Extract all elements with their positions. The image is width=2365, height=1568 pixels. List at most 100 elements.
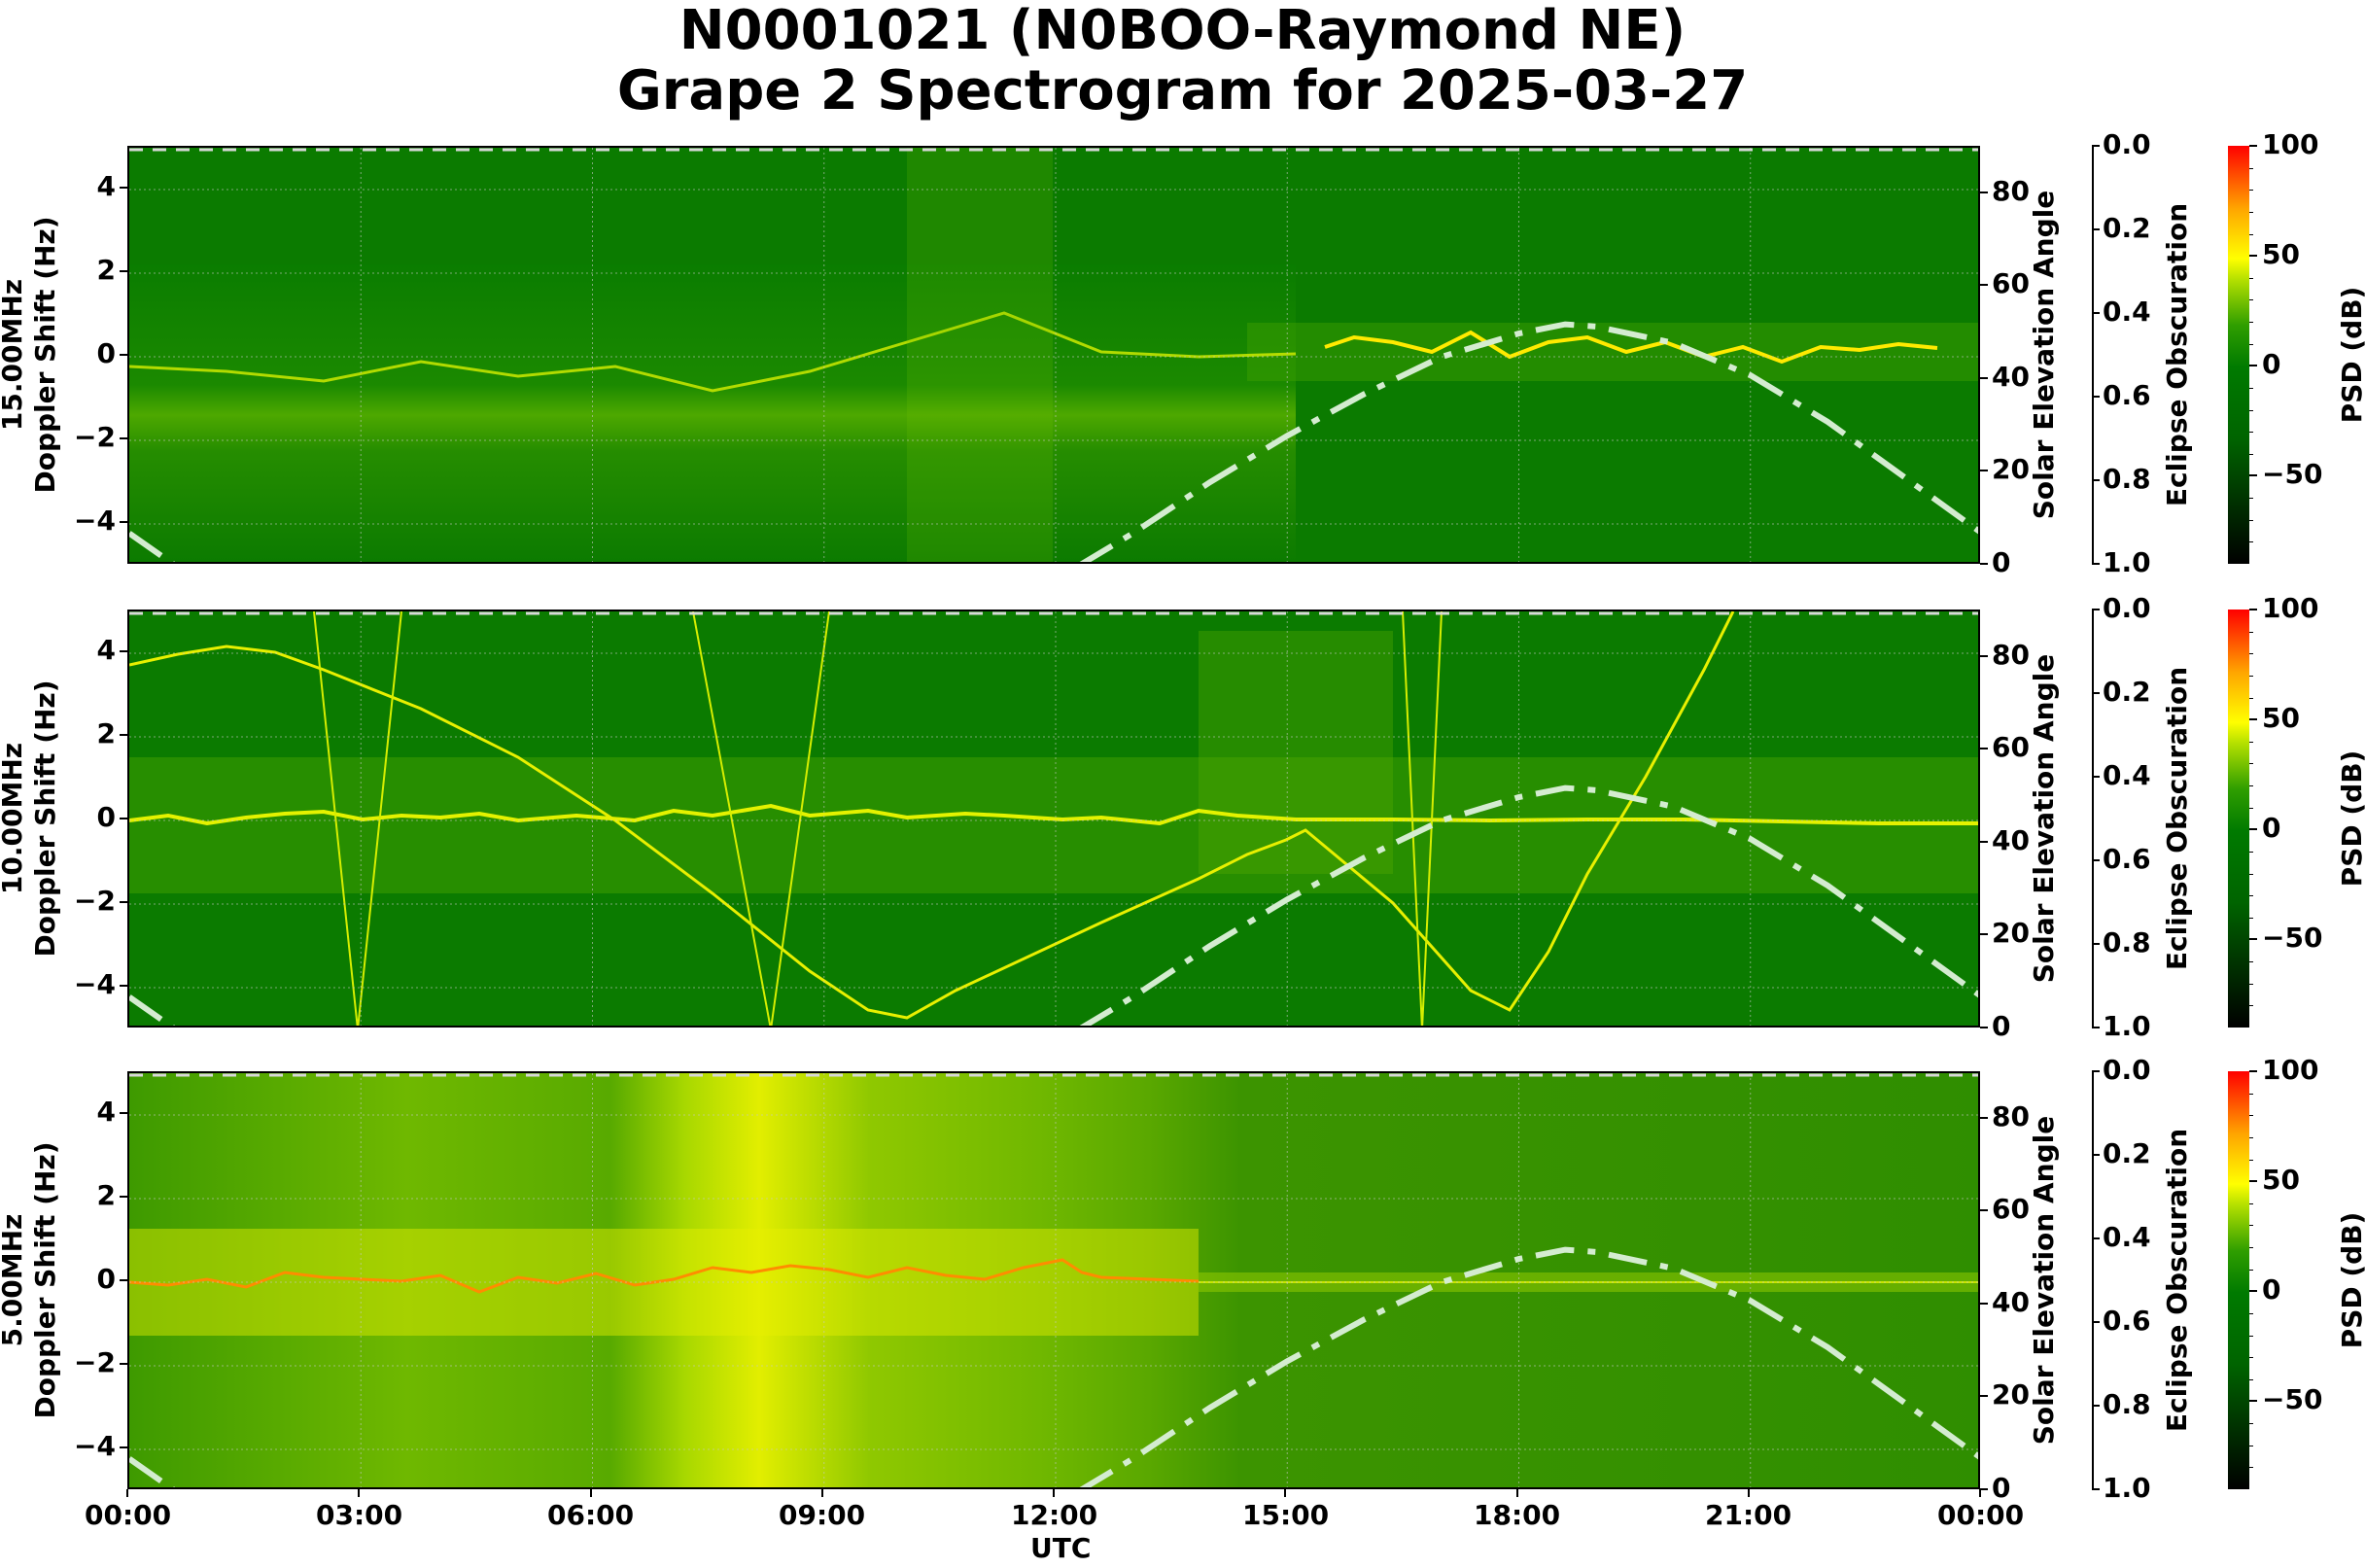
x-tick-mark [589,1489,592,1497]
x-tick: 06:00 [547,1499,635,1531]
eclipse-tick-label: 0.0 [2103,592,2151,624]
y-tick-mark [120,270,127,272]
colorbar-minor-tick [2249,432,2253,434]
eclipse-obscuration-label: Eclipse Obscuration [2161,202,2193,507]
colorbar-minor-tick [2249,453,2253,455]
solar-tick-mark [1980,563,1988,565]
solar-tick-label: 20 [1992,453,2030,486]
solar-tick-mark [1980,1302,1988,1305]
colorbar-minor-tick [2249,697,2253,699]
colorbar-minor-tick [2249,167,2253,169]
x-axis-label: UTC [1030,1532,1092,1564]
eclipse-tick-label: 0.4 [2103,296,2151,328]
chart-title-line2: Grape 2 Spectrogram for 2025-03-27 [616,59,1749,122]
y-tick-label: 2 [96,254,116,286]
colorbar-tick-label: 100 [2262,592,2319,624]
solar-tick-mark [1980,1027,1988,1028]
x-tick-mark [1053,1489,1055,1497]
colorbar-tick-label: 0 [2262,1273,2281,1307]
y-tick-mark [120,1446,127,1448]
colorbar-tick-label: 50 [2262,1164,2300,1197]
colorbar-minor-tick [2249,653,2253,655]
colorbar-minor-tick [2249,675,2253,677]
colorbar-minor-tick [2249,1269,2253,1271]
colorbar-minor-tick [2249,917,2253,919]
y-tick-label: 4 [96,170,116,202]
colorbar-minor-tick [2249,1247,2253,1249]
eclipse-tick-label: 0.4 [2103,759,2151,791]
solar-tick-label: 0 [1992,1010,2011,1042]
colorbar-minor-tick [2249,1335,2253,1337]
colorbar-minor-tick [2249,190,2253,192]
solar-tick-label: 40 [1992,823,2030,856]
solar-tick-mark [1980,191,1988,193]
solar-tick-mark [1980,654,1988,657]
x-tick: 00:00 [85,1499,172,1531]
eclipse-tick-label: 0.0 [2103,1054,2151,1086]
y-tick-mark [120,187,127,189]
eclipse-tick-label: 0.8 [2103,463,2151,495]
solar-tick-mark [1980,933,1988,936]
colorbar-tick-mark [2249,1070,2257,1072]
spectrogram-panel-5mhz [127,1071,1980,1489]
y-tick-mark [120,354,127,356]
doppler-label: Doppler Shift (Hz) [29,216,61,494]
colorbar-minor-tick [2249,1357,2253,1359]
frequency-label: 15.00MHz [0,278,28,432]
x-tick: 21:00 [1705,1499,1792,1531]
colorbar-tick-mark [2249,609,2257,610]
colorbar-tick-label: −50 [2262,922,2323,955]
eclipse-axis-line [2092,1071,2094,1489]
x-tick: 12:00 [1011,1499,1098,1531]
doppler-axis-label: 10.00MHz Doppler Shift (Hz) [0,610,62,1028]
frequency-label: 5.00MHz [0,1213,28,1347]
eclipse-tick-label: 1.0 [2103,1472,2151,1504]
x-tick-mark [1515,1489,1518,1497]
solar-tick-label: 60 [1992,267,2030,300]
y-tick-label: −2 [74,1346,116,1378]
solar-tick-label: 80 [1992,638,2030,671]
colorbar-minor-tick [2249,1467,2253,1469]
frequency-label: 10.00MHz [0,742,28,895]
y-tick-label: 4 [96,1096,116,1128]
solar-tick-mark [1980,840,1988,843]
eclipse-tick-mark [2092,563,2100,565]
colorbar-tick-mark [2249,145,2257,147]
y-tick-mark [120,818,127,819]
spectrogram-image [129,1073,1978,1487]
colorbar-minor-tick [2249,1202,2253,1204]
colorbar-tick-mark [2249,474,2257,477]
eclipse-tick-mark [2092,1070,2100,1072]
colorbar-minor-tick [2249,299,2253,301]
colorbar-tick-mark [2249,828,2257,831]
colorbar-minor-tick [2249,541,2253,543]
eclipse-tick-label: 1.0 [2103,546,2151,578]
solar-tick-label: 40 [1992,1285,2030,1318]
colorbar-minor-tick [2249,1312,2253,1314]
colorbar-minor-tick [2249,498,2253,500]
psd-colorbar [2228,1071,2249,1489]
x-tick-mark [126,1489,128,1497]
y-tick-label: 0 [96,1263,116,1295]
colorbar-tick-label: 0 [2262,812,2281,845]
solar-tick-mark [1980,376,1988,379]
colorbar-tick-label: 50 [2262,238,2300,271]
solar-tick-label: 0 [1992,546,2011,578]
solar-tick-label: 20 [1992,917,2030,950]
doppler-label: Doppler Shift (Hz) [29,679,61,958]
colorbar-tick-label: 100 [2262,1054,2319,1086]
y-tick-mark [120,437,127,439]
solar-tick-mark [1980,748,1988,750]
solar-tick-mark [1980,1209,1988,1212]
colorbar-minor-tick [2249,277,2253,279]
eclipse-tick-mark [2092,312,2100,314]
colorbar-minor-tick [2249,409,2253,411]
y-tick-label: −4 [74,505,116,537]
eclipse-tick-label: 0.8 [2103,1388,2151,1420]
y-tick-mark [120,1196,127,1198]
solar-tick-label: 60 [1992,1193,2030,1226]
eclipse-tick-label: 0.4 [2103,1221,2151,1253]
colorbar-minor-tick [2249,1159,2253,1161]
solar-elevation-label: Solar Elevation Angle [2028,190,2060,520]
colorbar-minor-tick [2249,785,2253,787]
